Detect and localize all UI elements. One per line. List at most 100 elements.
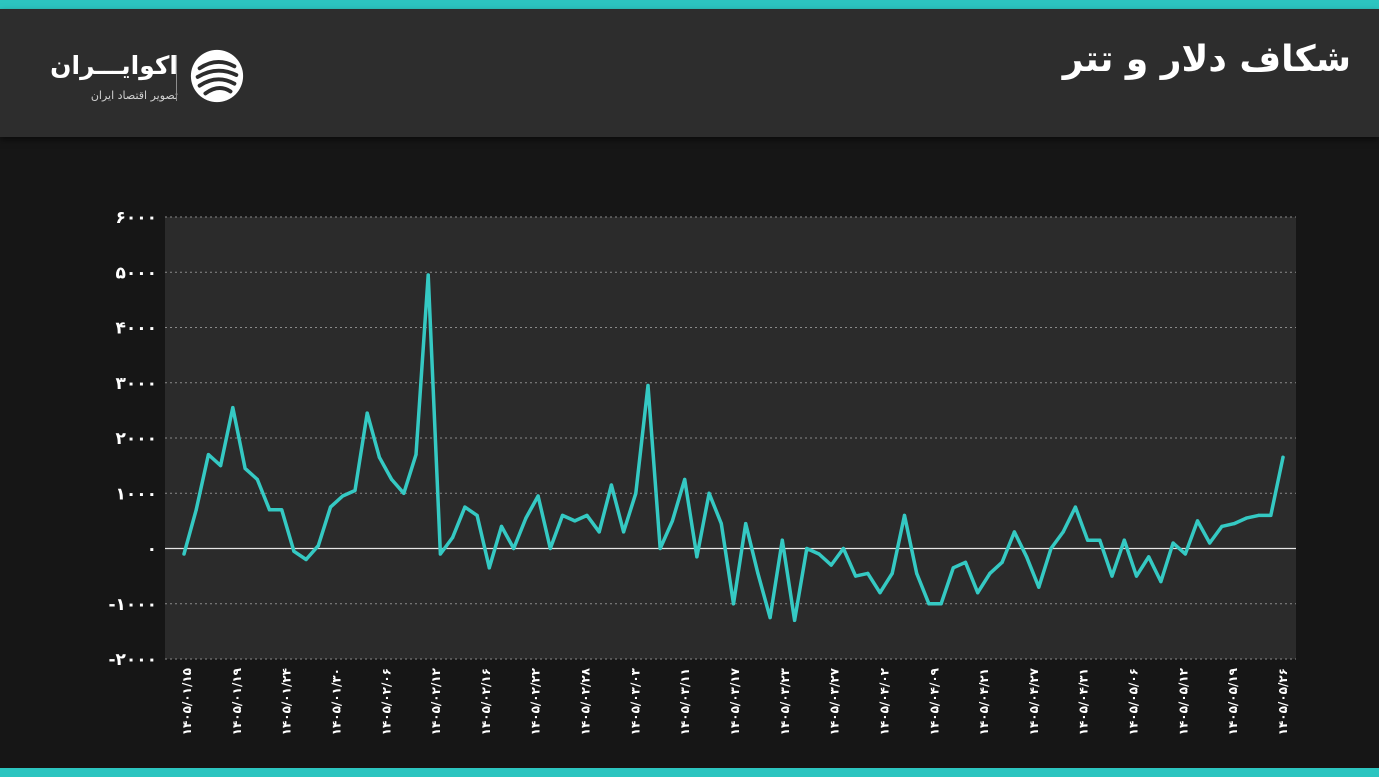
data-point	[1061, 530, 1065, 534]
data-point	[915, 571, 919, 575]
logo-name: اکوایـــران	[50, 51, 178, 80]
data-point	[243, 466, 247, 470]
data-point	[768, 615, 772, 620]
x-tick-label: ۱۴۰۵/۰۴/۲۷	[1027, 667, 1041, 735]
data-point	[1086, 538, 1090, 542]
x-tick-label: ۱۴۰۵/۰۵/۱۹	[1226, 667, 1240, 735]
x-tick-label: ۱۴۰۵/۰۲/۱۶	[479, 668, 493, 735]
x-tick-label: ۱۴۰۵/۰۴/۰۲	[877, 667, 891, 735]
x-tick-label: ۱۴۰۵/۰۳/۲۳	[778, 667, 792, 735]
data-point	[646, 383, 650, 388]
x-tick-label: ۱۴۰۵/۰۳/۲۷	[828, 667, 842, 735]
data-point	[1159, 580, 1163, 584]
data-point	[805, 546, 809, 551]
data-point	[365, 411, 369, 415]
x-tick-label: ۱۴۰۵/۰۳/۱۱	[678, 668, 692, 735]
data-point	[1195, 519, 1200, 523]
data-point	[866, 571, 870, 575]
data-point	[622, 530, 626, 534]
data-point	[1256, 513, 1261, 517]
data-point	[1049, 546, 1053, 551]
y-tick-label: ۶۰۰۰	[115, 208, 157, 228]
data-point	[377, 455, 381, 459]
data-point	[389, 477, 394, 482]
page-title: شکاف دلار و تتر	[1062, 39, 1351, 80]
data-point	[536, 494, 540, 498]
data-point	[438, 552, 443, 556]
data-point	[573, 519, 577, 523]
data-point	[1147, 555, 1151, 559]
data-point	[658, 546, 662, 551]
data-point	[719, 522, 723, 526]
y-tick-label: ۱۰۰۰	[115, 484, 157, 504]
data-point	[1171, 541, 1175, 545]
data-point	[1269, 513, 1273, 517]
x-tick-label: ۱۴۰۵/۰۲/۲۸	[579, 667, 593, 735]
data-point	[939, 602, 943, 606]
data-point	[548, 546, 552, 551]
x-tick-label: ۱۴۰۵/۰۱/۳۰	[329, 668, 343, 735]
data-point	[328, 505, 333, 509]
data-point	[1208, 541, 1212, 545]
data-point	[353, 488, 357, 493]
header-bar: شکاف دلار و تتر اکوایـــران تصویر اقتصاد…	[0, 9, 1379, 137]
x-tick-label: ۱۴۰۵/۰۵/۰۶	[1127, 668, 1141, 735]
data-point	[927, 602, 931, 606]
data-point	[304, 557, 308, 562]
y-axis-ticks: ۶۰۰۰ ۵۰۰۰ ۴۰۰۰ ۳۰۰۰ ۲۰۰۰ ۱۰۰۰ ۰ -۱۰۰۰ -۲۰۰۰	[108, 208, 157, 670]
data-point	[707, 491, 711, 495]
x-tick-label: ۱۴۰۵/۰۵/۱۲	[1176, 667, 1190, 735]
data-point	[902, 513, 907, 517]
data-point	[280, 508, 284, 512]
data-point	[1183, 552, 1187, 556]
data-point	[890, 571, 894, 575]
x-tick-label: ۱۴۰۵/۰۱/۲۴	[280, 668, 294, 735]
data-point	[463, 505, 467, 509]
data-point	[219, 464, 223, 468]
data-point	[426, 273, 430, 277]
data-point	[1134, 574, 1139, 578]
data-point	[451, 535, 455, 540]
x-tick-label: ۱۴۰۵/۰۳/۱۷	[728, 667, 742, 735]
grid-lines	[165, 216, 1296, 660]
x-tick-label: ۱۴۰۵/۰۱/۱۵	[180, 668, 194, 735]
data-point	[206, 452, 211, 457]
data-point	[1244, 516, 1248, 520]
data-point	[499, 524, 504, 529]
data-point	[634, 491, 638, 495]
data-point	[744, 522, 748, 526]
data-point	[1220, 524, 1224, 529]
ecoiran-logo-icon	[190, 49, 244, 103]
data-point	[341, 494, 345, 498]
x-tick-label: ۱۴۰۵/۰۴/۲۱	[977, 668, 991, 735]
data-point	[1012, 530, 1016, 534]
data-point	[231, 406, 235, 410]
brand-logo: اکوایـــران تصویر اقتصاد ایران	[48, 47, 248, 117]
data-point	[255, 477, 259, 482]
data-point	[402, 491, 406, 495]
data-point	[1037, 585, 1041, 589]
data-point	[1122, 538, 1126, 542]
data-point	[512, 546, 516, 551]
data-point	[267, 508, 272, 512]
data-point	[976, 591, 980, 595]
data-point	[194, 508, 198, 512]
x-tick-label: ۱۴۰۵/۰۴/۳۱	[1077, 668, 1091, 735]
data-point	[988, 571, 992, 575]
data-point	[524, 516, 528, 520]
data-point	[560, 513, 565, 517]
data-point	[597, 530, 601, 534]
x-axis-ticks: ۱۴۰۵/۰۱/۱۵ ۱۴۰۵/۰۱/۱۹ ۱۴۰۵/۰۱/۲۴ ۱۴۰۵/۰۱/۳۰…	[180, 667, 1290, 735]
x-tick-label: ۱۴۰۵/۰۳/۰۳	[628, 667, 642, 735]
logo-tagline: تصویر اقتصاد ایران	[90, 89, 178, 102]
data-point	[609, 483, 613, 487]
data-point	[1073, 505, 1078, 509]
data-point	[854, 574, 858, 578]
data-point	[585, 513, 589, 517]
data-point	[670, 519, 675, 523]
data-point	[792, 618, 797, 622]
data-point	[182, 552, 186, 556]
data-point	[817, 552, 821, 556]
series-layer	[182, 273, 1285, 623]
